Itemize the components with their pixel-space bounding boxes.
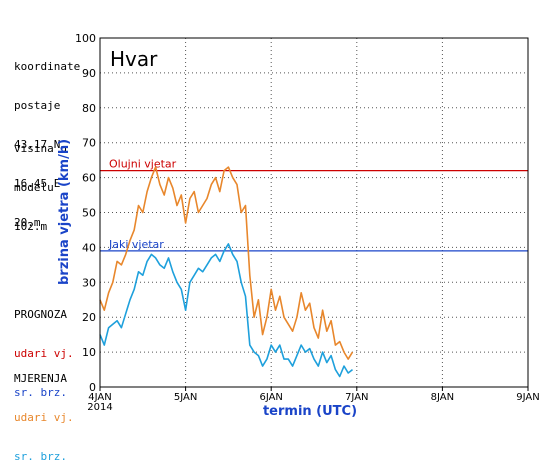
legend-obs-mean: sr. brz. (14, 450, 67, 463)
legend-forecast-gust: udari vj. (14, 347, 74, 360)
wind-chart: Olujni vjetar Jaki vjetar 0 10 20 30 40 50 60 70… (57, 32, 540, 419)
x-tick-label: 6JAN (259, 392, 282, 403)
y-axis-label: brzina vjetra (km/h) (57, 139, 72, 285)
series-line (99, 243, 353, 378)
model-height-info: visina u modelu 102.m (14, 116, 67, 246)
legend-obs-gust: udari vj. (14, 411, 74, 424)
height-label-1: visina u (14, 142, 67, 155)
y-tick-labels: 0 10 20 30 40 50 60 70 80 90 100 (75, 32, 96, 394)
chart-series (99, 166, 354, 378)
station-elev: 20.m (14, 216, 41, 229)
x-axis-label: termin (UTC) (263, 404, 357, 419)
y-tick-label: 10 (82, 346, 96, 359)
y-tick-label: 60 (82, 172, 96, 185)
y-tick-label: 50 (82, 207, 96, 220)
x-tick-label: 5JAN (174, 392, 197, 403)
plot-frame (99, 37, 529, 388)
postaje-label: postaje (14, 99, 61, 112)
x-tick-label: 9JAN (516, 392, 539, 403)
height-label-2: modelu (14, 181, 54, 194)
station-lon: 16.45 E (14, 177, 61, 190)
y-tick-label: 100 (75, 32, 96, 45)
legend-forecast-mean: sr. brz. (14, 386, 67, 399)
threshold-lines: Olujni vjetar Jaki vjetar (100, 158, 528, 252)
legend-forecast: PROGNOZA udari vj. sr. brz. (14, 282, 74, 412)
model-height: 102.m (14, 220, 48, 233)
x-tick-label: 4JAN (88, 392, 111, 403)
threshold-label: Jaki vjetar (108, 238, 164, 251)
y-tick-label: 30 (82, 276, 96, 289)
station-info: koordinate postaje 43.17 N 16.45 E 20.m (14, 34, 80, 242)
station-lat: 43.17 N (14, 138, 61, 151)
x-tick-label: 7JAN (345, 392, 368, 403)
x-tick-sublabel: 2014 (87, 402, 112, 413)
threshold-label: Olujni vjetar (109, 158, 177, 171)
y-tick-label: 90 (82, 67, 96, 80)
legend-obs-title: MJERENJA (14, 372, 67, 385)
chart-title: Hvar (110, 47, 158, 71)
legend-forecast-title: PROGNOZA (14, 308, 67, 321)
y-tick-label: 20 (82, 311, 96, 324)
chart-grid (100, 38, 528, 387)
x-tick-label: 8JAN (431, 392, 454, 403)
y-tick-label: 70 (82, 137, 96, 150)
y-tick-label: 40 (82, 241, 96, 254)
series-line (99, 166, 354, 360)
y-tick-label: 80 (82, 102, 96, 115)
y-tick-label: 0 (89, 381, 96, 394)
coord-label: koordinate (14, 60, 81, 73)
